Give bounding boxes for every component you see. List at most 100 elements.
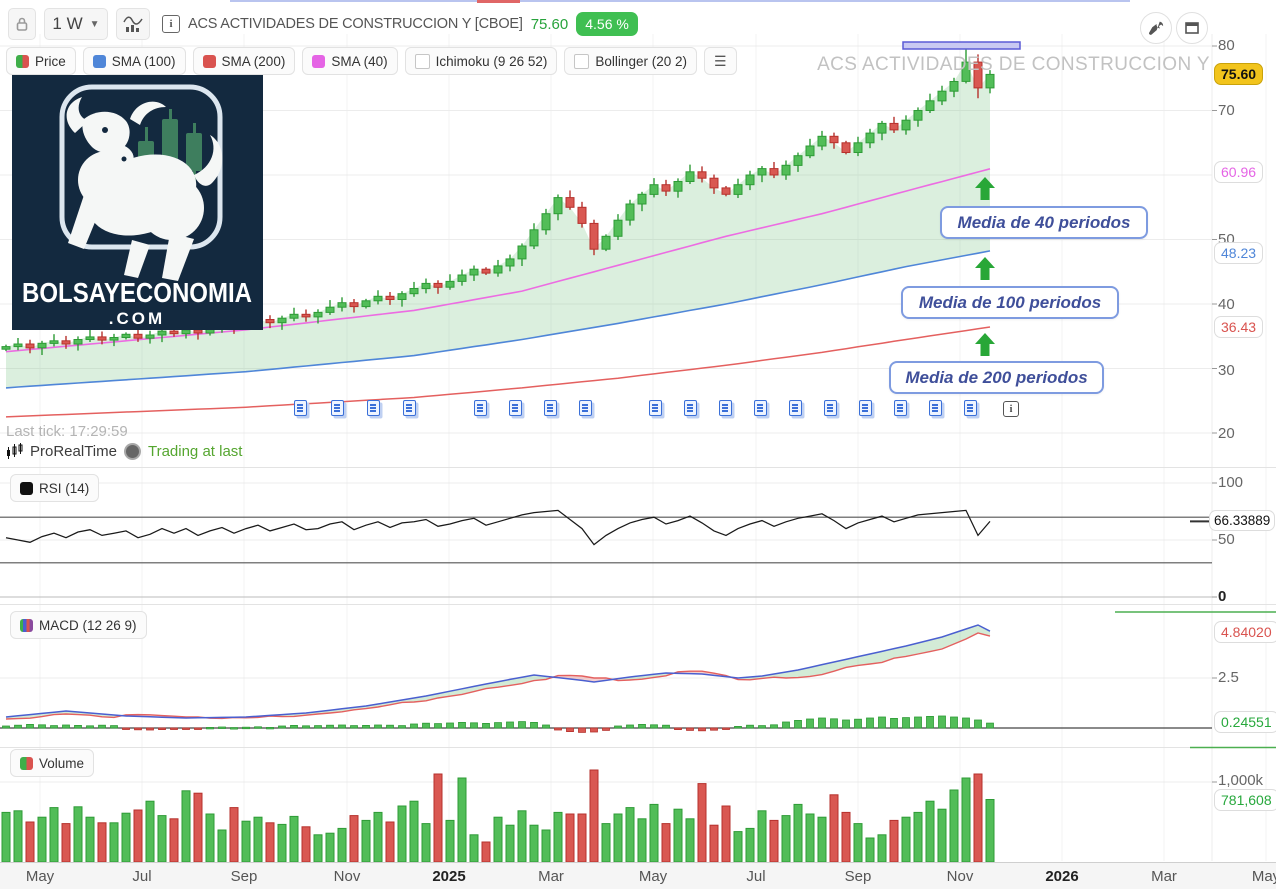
news-icon[interactable] xyxy=(789,400,802,416)
news-icon[interactable] xyxy=(649,400,662,416)
legend-sma200-label: SMA (200) xyxy=(221,53,286,69)
sma100-swatch-icon xyxy=(92,54,106,68)
x-label: May xyxy=(638,868,668,885)
provider-name[interactable]: ProRealTime xyxy=(30,443,117,460)
volume-value-badge: 781,608 xyxy=(1214,789,1276,811)
bollinger-checkbox[interactable] xyxy=(574,53,590,69)
legend-ichimoku-label: Ichimoku (9 26 52) xyxy=(435,53,548,69)
top-decoration-blue xyxy=(230,0,1130,2)
news-icon[interactable] xyxy=(929,400,942,416)
x-label: Jul xyxy=(746,868,766,885)
x-label: May xyxy=(1251,868,1276,885)
indicator-legend: Price SMA (100) SMA (200) SMA (40) Ichim… xyxy=(6,47,737,75)
up-arrow-icon xyxy=(975,257,995,280)
legend-bollinger[interactable]: Bollinger (20 2) xyxy=(564,47,697,75)
indicator-list-button[interactable]: ☰ xyxy=(703,47,737,75)
chart-watermark: ACS ACTIVIDADES DE CONSTRUCCION Y xyxy=(817,54,1210,75)
rsi-swatch-icon xyxy=(20,481,33,495)
info-icon[interactable]: i xyxy=(162,15,180,33)
rsi-tick-0: 0 xyxy=(1218,588,1227,605)
x-label-year: 2026 xyxy=(1045,868,1079,885)
sma40-swatch-icon xyxy=(312,54,326,68)
prorealtime-icon xyxy=(7,443,23,459)
x-label-year: 2025 xyxy=(432,868,466,885)
logo-bull xyxy=(66,97,223,281)
news-icon[interactable] xyxy=(964,400,977,416)
volume-tick-1000k: 1,000k xyxy=(1218,772,1264,789)
annotation-media-100[interactable]: Media de 100 periodos xyxy=(901,286,1119,319)
news-icon[interactable] xyxy=(544,400,557,416)
sma100-value-badge: 48.23 xyxy=(1214,242,1264,264)
legend-price[interactable]: Price xyxy=(6,47,76,75)
x-label: Sep xyxy=(230,868,258,885)
chart-type-icon xyxy=(123,16,143,32)
news-icon[interactable] xyxy=(509,400,522,416)
logo-subtitle: .COM xyxy=(109,309,165,328)
annotation-media-40[interactable]: Media de 40 periodos xyxy=(940,206,1148,239)
trading-status-icon xyxy=(123,443,141,460)
x-label: Nov xyxy=(333,868,361,885)
chart-info-icon[interactable]: i xyxy=(1003,401,1019,417)
volume-legend-chip[interactable]: Volume xyxy=(10,749,95,777)
news-icon[interactable] xyxy=(331,400,344,416)
timeframe-selector[interactable]: 1 W ▼ xyxy=(44,8,108,40)
x-label: Mar xyxy=(538,868,564,885)
macd-label: MACD (12 26 9) xyxy=(39,617,137,633)
macd-tick-2-5: 2.5 xyxy=(1218,669,1239,686)
macd-legend-chip[interactable]: MACD (12 26 9) xyxy=(10,611,147,639)
lock-button[interactable] xyxy=(8,8,36,40)
sma40-value-badge: 60.96 xyxy=(1214,161,1264,183)
legend-price-label: Price xyxy=(35,53,66,69)
legend-sma-200[interactable]: SMA (200) xyxy=(192,47,296,75)
logo-title: BOLSAYECONOMIA xyxy=(22,277,252,308)
news-icon[interactable] xyxy=(367,400,380,416)
macd-value-badge: 4.84020 xyxy=(1214,621,1276,643)
price-tick-20: 20 xyxy=(1218,425,1235,442)
ichimoku-checkbox[interactable] xyxy=(414,53,430,69)
rsi-label: RSI (14) xyxy=(39,480,90,496)
price-swatch-icon xyxy=(16,54,29,68)
legend-ichimoku[interactable]: Ichimoku (9 26 52) xyxy=(404,47,558,75)
list-icon: ☰ xyxy=(713,52,727,69)
x-label: Jul xyxy=(132,868,152,885)
rsi-tick-50: 50 xyxy=(1218,531,1235,548)
chevron-down-icon: ▼ xyxy=(89,18,100,30)
lock-icon xyxy=(16,17,28,31)
price-tick-30: 30 xyxy=(1218,362,1235,379)
up-arrow-icon xyxy=(975,333,995,356)
annotation-media-200[interactable]: Media de 200 periodos xyxy=(889,361,1104,394)
news-icon[interactable] xyxy=(403,400,416,416)
news-icon[interactable] xyxy=(719,400,732,416)
x-label: Sep xyxy=(844,868,872,885)
last-price-badge: 75.60 xyxy=(1214,63,1264,85)
last-tick-label: Last tick: 17:29:59 xyxy=(6,423,128,440)
settings-button[interactable] xyxy=(1140,12,1172,44)
symbol-title: ACS ACTIVIDADES DE CONSTRUCCION Y [CBOE] xyxy=(188,16,523,32)
news-icon[interactable] xyxy=(754,400,767,416)
sma200-value-badge: 36.43 xyxy=(1214,316,1264,338)
wrench-icon xyxy=(1149,21,1164,35)
rsi-legend-chip[interactable]: RSI (14) xyxy=(10,474,100,502)
macd-hist-badge: 0.24551 xyxy=(1214,711,1276,733)
window-layout-button[interactable] xyxy=(1176,12,1208,44)
rsi-tick-100: 100 xyxy=(1218,474,1244,491)
macd-swatch-icon xyxy=(20,618,33,632)
price-tick-70: 70 xyxy=(1218,102,1235,119)
news-icon[interactable] xyxy=(824,400,837,416)
news-icon[interactable] xyxy=(579,400,592,416)
volume-label: Volume xyxy=(39,755,85,771)
chart-type-button[interactable] xyxy=(116,8,150,40)
legend-sma-100[interactable]: SMA (100) xyxy=(82,47,186,75)
news-icon[interactable] xyxy=(684,400,697,416)
legend-sma-40[interactable]: SMA (40) xyxy=(302,47,398,75)
bolsayeconomia-logo: BOLSAYECONOMIA .COM xyxy=(12,75,263,330)
top-decoration-red xyxy=(477,0,520,3)
news-icon[interactable] xyxy=(894,400,907,416)
price-tick-80: 80 xyxy=(1218,37,1235,54)
x-label: Nov xyxy=(946,868,974,885)
news-icon[interactable] xyxy=(294,400,307,416)
time-axis[interactable]: May Jul Sep Nov 2025 Mar May Jul Sep Nov… xyxy=(0,862,1276,889)
news-icon[interactable] xyxy=(859,400,872,416)
news-icon[interactable] xyxy=(474,400,487,416)
